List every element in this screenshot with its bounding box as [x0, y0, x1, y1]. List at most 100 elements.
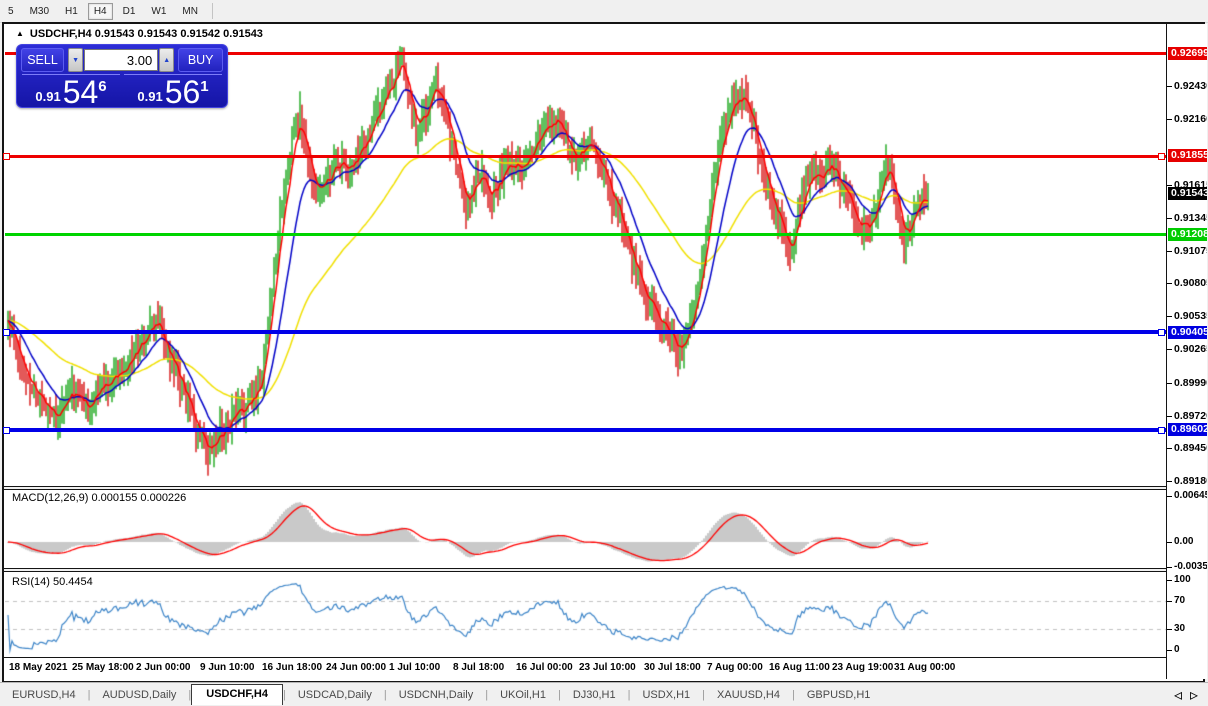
chart-tab-eurusd[interactable]: EURUSD,H4: [12, 689, 76, 701]
horizontal-line-0.91208[interactable]: [5, 233, 1166, 236]
timeframe-toolbar: 5 M30 H1 H4 D1 W1 MN: [0, 0, 1208, 23]
buy-price-button[interactable]: 0.91 56 1: [124, 74, 222, 110]
chart-tab-dj30[interactable]: DJ30,H1: [572, 689, 616, 701]
sell-button[interactable]: SELL: [21, 48, 65, 72]
time-axis-label: 8 Jul 18:00: [453, 662, 505, 673]
chart-tab-bar: EURUSD,H4 | AUDUSD,Daily | USDCHF,H4 | USDCAD,…: [0, 682, 1208, 706]
time-axis-label: 23 Jul 10:00: [579, 662, 636, 673]
tab-scroll-right-icon[interactable]: ▹: [1189, 687, 1198, 704]
tab-nav-arrows: ◃ ▹: [1174, 685, 1208, 705]
chart-tab-gbpusd[interactable]: GBPUSD,H1: [806, 689, 871, 701]
tab-separator: |: [557, 689, 561, 701]
time-axis-label: 9 Jun 10:00: [200, 662, 255, 673]
chart-tab-usdx[interactable]: USDX,H1: [642, 689, 691, 701]
time-axis-border: [4, 657, 1203, 658]
rsi-label: RSI(14) 50.4454: [12, 576, 93, 588]
time-axis-label: 1 Jul 10:00: [389, 662, 441, 673]
timeframe-button-mn[interactable]: MN: [182, 5, 198, 17]
volume-increase-button[interactable]: ▲: [159, 48, 175, 72]
horizontal-line-0.91855[interactable]: [3, 153, 1166, 160]
time-axis-label: 30 Jul 18:00: [644, 662, 701, 673]
rsi-scale-tick: 100: [1167, 574, 1191, 585]
price-tick: 0.91345: [1167, 212, 1207, 224]
timeframe-button-w1[interactable]: W1: [151, 5, 167, 17]
time-axis-label: 18 May 2021: [9, 662, 68, 673]
timeframe-button-h1[interactable]: H1: [65, 5, 78, 17]
macd-indicator-panel[interactable]: [5, 490, 1166, 568]
line-handle-left[interactable]: [3, 153, 10, 160]
one-click-trade-panel: SELL ▼ ▲ BUY 0.91 54 6 0.91 56 1: [16, 44, 228, 108]
line-handle-right[interactable]: [1158, 153, 1165, 160]
panel-splitter[interactable]: [4, 486, 1203, 490]
time-axis-label: 7 Aug 00:00: [707, 662, 763, 673]
timeframe-button-h4[interactable]: H4: [87, 2, 113, 20]
tab-separator: |: [188, 689, 192, 701]
price-badge: 0.91543: [1168, 187, 1207, 201]
line-handle-right[interactable]: [1158, 427, 1165, 434]
chart-tab-audusd[interactable]: AUDUSD,Daily: [102, 689, 177, 701]
tab-separator: |: [283, 689, 286, 701]
volume-decrease-button[interactable]: ▼: [68, 48, 84, 72]
horizontal-line-0.90405[interactable]: [3, 329, 1166, 336]
chart-tab-usdcnh[interactable]: USDCNH,Daily: [398, 689, 474, 701]
price-tick: 0.90265: [1167, 343, 1207, 355]
toolbar-separator: [211, 3, 213, 19]
rsi-scale-tick: 0: [1167, 644, 1180, 655]
line-handle-left[interactable]: [3, 329, 10, 336]
buy-button[interactable]: BUY: [178, 48, 224, 72]
time-axis-label: 2 Jun 00:00: [136, 662, 191, 673]
chart-tab-usdchf[interactable]: USDCHF,H4: [191, 683, 283, 705]
price-badge: 0.91208: [1168, 227, 1207, 241]
price-tick: 0.90535: [1167, 310, 1207, 322]
rsi-scale-tick: 70: [1167, 595, 1186, 606]
panel-splitter[interactable]: [4, 568, 1203, 572]
time-axis[interactable]: 18 May 2021 25 May 18:00 2 Jun 00:00 9 Jun …: [4, 658, 1166, 679]
tab-separator: |: [791, 689, 795, 701]
time-axis-label: 16 Jul 00:00: [516, 662, 573, 673]
buy-price-pip: 1: [200, 78, 209, 95]
buy-price-big: 56: [164, 74, 201, 110]
macd-scale-tick: 0.006451: [1167, 490, 1207, 501]
timeframe-button-m30[interactable]: M30: [29, 5, 50, 17]
price-scale[interactable]: 0.924300.921600.916150.913450.910750.908…: [1166, 24, 1207, 679]
chart-tab-xauusd[interactable]: XAUUSD,H4: [717, 689, 780, 701]
tab-separator: |: [702, 689, 706, 701]
price-badge: 0.90405: [1168, 325, 1207, 339]
price-tick: 0.91075: [1167, 245, 1207, 257]
collapse-arrow-icon[interactable]: ▲: [16, 29, 24, 38]
price-badge: 0.92699: [1168, 46, 1207, 60]
tab-scroll-left-icon[interactable]: ◃: [1173, 687, 1182, 704]
horizontal-line-0.92699[interactable]: [5, 52, 1166, 55]
tab-separator: |: [485, 689, 489, 701]
time-axis-label: 25 May 18:00: [72, 662, 134, 673]
macd-scale-tick: -0.00350: [1167, 561, 1207, 572]
horizontal-line-0.89602[interactable]: [3, 427, 1166, 434]
time-axis-label: 16 Jun 18:00: [262, 662, 323, 673]
line-handle-left[interactable]: [3, 427, 10, 434]
sell-price-prefix: 0.91: [35, 89, 61, 104]
timeframe-button-5[interactable]: 5: [8, 5, 14, 17]
tab-separator: |: [383, 689, 387, 701]
buy-price-prefix: 0.91: [137, 89, 163, 104]
sell-price-button[interactable]: 0.91 54 6: [22, 74, 120, 108]
volume-input[interactable]: [84, 49, 159, 71]
time-axis-label: 24 Jun 00:00: [326, 662, 387, 673]
rsi-scale-tick: 30: [1167, 623, 1186, 634]
chart-title: ▲ USDCHF,H4 0.91543 0.91543 0.91542 0.915…: [16, 28, 263, 40]
macd-label: MACD(12,26,9) 0.000155 0.000226: [12, 492, 187, 504]
rsi-indicator-panel[interactable]: [5, 572, 1166, 657]
time-axis-label: 23 Aug 19:00: [832, 662, 894, 673]
line-handle-right[interactable]: [1158, 329, 1165, 336]
chart-tab-ukoil[interactable]: UKOil,H1: [500, 689, 546, 701]
price-badge: 0.91855: [1168, 149, 1207, 163]
chart-tab-usdcad[interactable]: USDCAD,Daily: [297, 689, 372, 701]
tab-separator: |: [87, 689, 91, 701]
timeframe-button-d1[interactable]: D1: [122, 5, 136, 17]
